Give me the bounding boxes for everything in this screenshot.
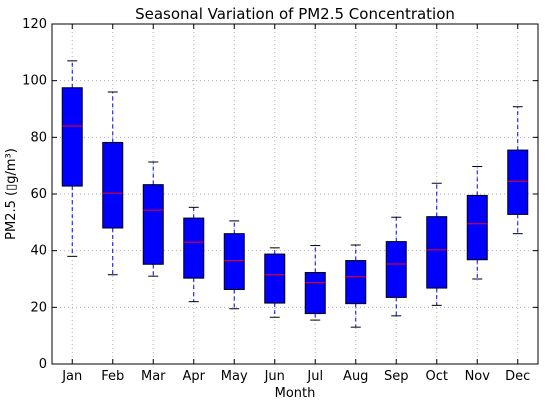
- x-tick-label: Feb: [101, 369, 124, 384]
- box: [426, 216, 448, 289]
- y-tick-label: 120: [22, 17, 47, 32]
- y-tick-label: 20: [30, 300, 47, 315]
- x-tick-label: Mar: [141, 369, 166, 384]
- y-tick-label: 60: [30, 187, 47, 202]
- x-tick-label: Oct: [426, 369, 448, 384]
- y-axis-label: PM2.5 (▯g/m³): [4, 148, 19, 240]
- box: [223, 233, 245, 290]
- box: [304, 271, 326, 315]
- x-tick-label: Jan: [61, 369, 82, 384]
- x-tick-label: Jun: [264, 369, 285, 384]
- box-group-oct: [426, 182, 448, 306]
- y-tick-label: 100: [22, 74, 47, 89]
- box-group-sep: [385, 216, 407, 317]
- box: [102, 141, 124, 229]
- box: [345, 260, 367, 305]
- x-axis-label: Month: [275, 386, 316, 401]
- box: [507, 149, 529, 215]
- x-tick-label: Nov: [465, 369, 491, 384]
- x-tick-label: Aug: [343, 369, 368, 384]
- box-group-feb: [102, 91, 124, 276]
- box-group-jul: [304, 245, 326, 321]
- y-tick-label: 40: [30, 244, 47, 259]
- x-tick-label: May: [221, 369, 248, 384]
- box: [142, 184, 164, 265]
- box: [264, 253, 286, 304]
- x-tick-label: Jul: [306, 369, 323, 384]
- box: [466, 194, 488, 261]
- box-plots: [61, 60, 529, 328]
- box-group-jan: [61, 60, 83, 257]
- box-group-dec: [507, 106, 529, 235]
- box-group-may: [223, 220, 245, 310]
- x-tick-label: Apr: [183, 369, 206, 384]
- box: [183, 217, 205, 279]
- box-group-aug: [345, 244, 367, 328]
- y-tick-label: 80: [30, 130, 47, 145]
- chart-title: Seasonal Variation of PM2.5 Concentratio…: [135, 5, 455, 23]
- y-tick-label: 0: [39, 357, 47, 372]
- axis-ticks: 0 20 40 60 80 100 120 Jan Feb Mar Apr May Jun Jul Aug S…: [22, 17, 538, 384]
- box-group-apr: [183, 206, 205, 303]
- grid-lines: [52, 24, 538, 364]
- box: [385, 241, 407, 298]
- x-tick-label: Dec: [505, 369, 530, 384]
- box: [61, 87, 83, 187]
- x-tick-label: Sep: [384, 369, 409, 384]
- box-group-jun: [264, 247, 286, 318]
- box-group-nov: [466, 166, 488, 280]
- box-group-mar: [142, 161, 164, 277]
